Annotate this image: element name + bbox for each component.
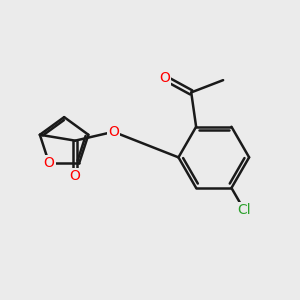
Text: O: O — [159, 71, 170, 85]
Text: Cl: Cl — [237, 203, 251, 217]
Text: O: O — [70, 169, 81, 183]
Text: O: O — [108, 125, 119, 139]
Text: O: O — [44, 156, 55, 170]
